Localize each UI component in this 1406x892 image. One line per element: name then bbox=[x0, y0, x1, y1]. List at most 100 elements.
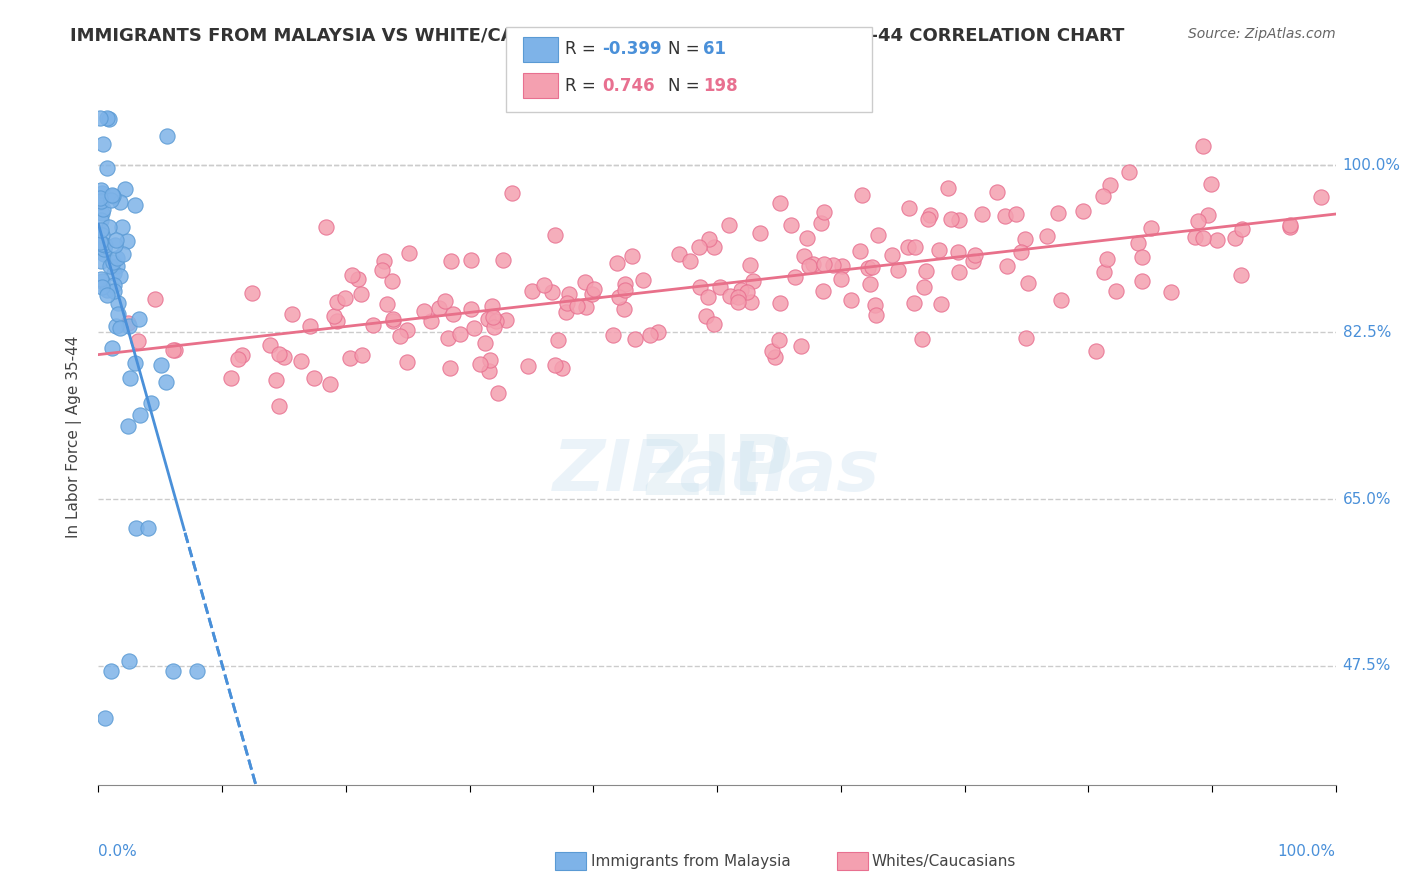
Point bbox=[439, 361, 461, 376]
Point bbox=[377, 297, 399, 311]
Point bbox=[104, 238, 127, 252]
Point bbox=[620, 249, 643, 263]
Point bbox=[104, 318, 127, 333]
Point bbox=[555, 296, 578, 310]
Point bbox=[557, 286, 579, 301]
Point bbox=[994, 209, 1017, 223]
Text: 61: 61 bbox=[703, 40, 725, 58]
Point bbox=[606, 256, 628, 270]
Point bbox=[373, 253, 395, 268]
Point bbox=[155, 376, 177, 390]
Point bbox=[478, 364, 501, 378]
Point bbox=[162, 664, 184, 678]
Point bbox=[89, 191, 111, 205]
Point bbox=[350, 286, 373, 301]
Point bbox=[1191, 139, 1213, 153]
Point bbox=[470, 357, 492, 371]
Point bbox=[156, 129, 179, 144]
Point bbox=[897, 240, 920, 254]
Point bbox=[100, 193, 122, 207]
Point bbox=[575, 300, 598, 314]
Point bbox=[110, 321, 132, 335]
Point bbox=[813, 257, 835, 271]
Point bbox=[624, 332, 647, 346]
Point bbox=[98, 112, 121, 126]
Point bbox=[1279, 220, 1302, 235]
Point bbox=[1130, 274, 1153, 288]
Point bbox=[1223, 231, 1246, 245]
Point bbox=[89, 195, 111, 210]
Text: N =: N = bbox=[668, 40, 704, 58]
Point bbox=[1017, 276, 1039, 290]
Text: N =: N = bbox=[668, 77, 704, 95]
Point bbox=[1205, 233, 1227, 247]
Point bbox=[231, 348, 253, 362]
Point bbox=[114, 182, 136, 196]
Text: 0.746: 0.746 bbox=[602, 77, 654, 95]
Point bbox=[830, 272, 852, 286]
Point bbox=[849, 244, 872, 258]
Point bbox=[124, 521, 146, 535]
Point bbox=[929, 297, 952, 311]
Point bbox=[613, 302, 636, 317]
Point bbox=[742, 274, 765, 288]
Point bbox=[859, 277, 882, 291]
Point bbox=[1310, 190, 1333, 204]
Point bbox=[581, 286, 603, 301]
Point bbox=[1187, 214, 1209, 228]
Point bbox=[769, 295, 792, 310]
Point bbox=[486, 385, 509, 400]
Point bbox=[1139, 221, 1161, 235]
Text: ZIPatlas: ZIPatlas bbox=[554, 437, 880, 507]
Point bbox=[839, 293, 862, 307]
Point bbox=[437, 331, 460, 345]
Point bbox=[315, 220, 337, 235]
Point bbox=[1192, 231, 1215, 245]
Point bbox=[281, 307, 304, 321]
Point bbox=[478, 353, 501, 368]
Text: 65.0%: 65.0% bbox=[1343, 491, 1391, 507]
Point bbox=[915, 263, 938, 277]
Point bbox=[136, 521, 159, 535]
Point bbox=[98, 219, 121, 234]
Point bbox=[763, 350, 786, 364]
Point bbox=[299, 319, 322, 334]
Point bbox=[326, 295, 349, 310]
Point bbox=[866, 228, 889, 243]
Point bbox=[323, 309, 346, 323]
Text: -0.399: -0.399 bbox=[602, 40, 661, 58]
Y-axis label: In Labor Force | Age 35-44: In Labor Force | Age 35-44 bbox=[66, 336, 83, 538]
Point bbox=[769, 196, 792, 211]
Point bbox=[1160, 285, 1182, 299]
Point bbox=[441, 307, 464, 321]
Point bbox=[1229, 268, 1251, 282]
Point bbox=[1050, 293, 1073, 308]
Point bbox=[98, 259, 121, 273]
Point bbox=[613, 277, 636, 291]
Point bbox=[103, 285, 125, 299]
Point bbox=[970, 207, 993, 221]
Point bbox=[740, 294, 762, 309]
Point bbox=[609, 290, 631, 304]
Point bbox=[90, 253, 112, 268]
Point bbox=[718, 289, 741, 303]
Point bbox=[495, 313, 517, 327]
Point bbox=[501, 186, 523, 201]
Point bbox=[96, 287, 118, 301]
Point bbox=[730, 283, 752, 297]
Point bbox=[717, 218, 740, 232]
Point bbox=[962, 253, 984, 268]
Point bbox=[101, 341, 124, 355]
Point bbox=[290, 353, 312, 368]
Text: Source: ZipAtlas.com: Source: ZipAtlas.com bbox=[1188, 27, 1336, 41]
Point bbox=[679, 254, 702, 268]
Point bbox=[897, 201, 920, 215]
Point bbox=[117, 316, 139, 330]
Point bbox=[928, 244, 950, 258]
Point bbox=[633, 273, 655, 287]
Point bbox=[882, 248, 904, 262]
Point bbox=[93, 711, 115, 725]
Point bbox=[396, 322, 419, 336]
Point bbox=[790, 339, 813, 353]
Point bbox=[780, 218, 803, 232]
